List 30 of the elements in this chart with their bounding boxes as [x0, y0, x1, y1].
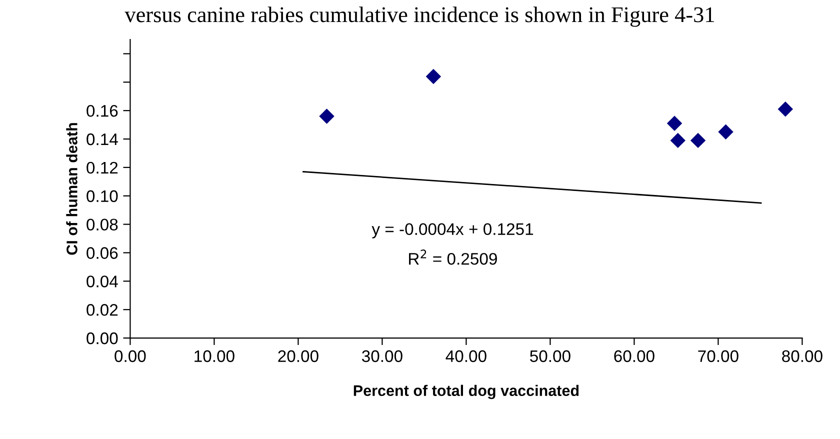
x-tick-label: 0.00	[114, 350, 146, 362]
y-tick-label: 0.14	[86, 133, 118, 146]
point	[690, 132, 706, 148]
point	[319, 108, 334, 124]
x-tick-label: 60.00	[614, 350, 654, 362]
y-tick-label: 0.00	[86, 332, 118, 344]
point	[778, 102, 794, 117]
point	[426, 68, 442, 84]
y-tick-label: 0.06	[86, 247, 118, 259]
point	[670, 132, 686, 148]
point	[718, 124, 734, 140]
y-tick-label: 0.12	[86, 162, 118, 174]
y-tick-label: 0.16	[86, 104, 118, 117]
x-tick-label: 10.00	[194, 350, 234, 362]
point	[666, 116, 682, 131]
annotation: R$^{2}$ = 0.2509	[409, 250, 497, 265]
x-tick-label: 40.00	[446, 350, 486, 362]
x-tick-label: 50.00	[530, 350, 570, 362]
text: versus canine rabies cumulative incidence is shown in Figure 4-31	[124, 6, 714, 27]
y-tick-label: 0.10	[86, 190, 118, 202]
y-axis-title: CI of human death	[66, 123, 78, 255]
y-tick-label: 0.08	[86, 218, 118, 231]
x-tick-label: 30.00	[362, 350, 402, 362]
x-tick-label: 70.00	[698, 350, 738, 362]
x-tick-label: 80.00	[782, 350, 822, 362]
y-tick-label: 0.02	[86, 304, 118, 316]
y-tick-label: 0.04	[86, 276, 118, 288]
x-tick-label: 20.00	[278, 350, 318, 362]
x-axis-title: Percent of total dog vaccinated	[354, 384, 579, 400]
annotation: y = -0.0004x + 0.1251	[372, 223, 534, 238]
